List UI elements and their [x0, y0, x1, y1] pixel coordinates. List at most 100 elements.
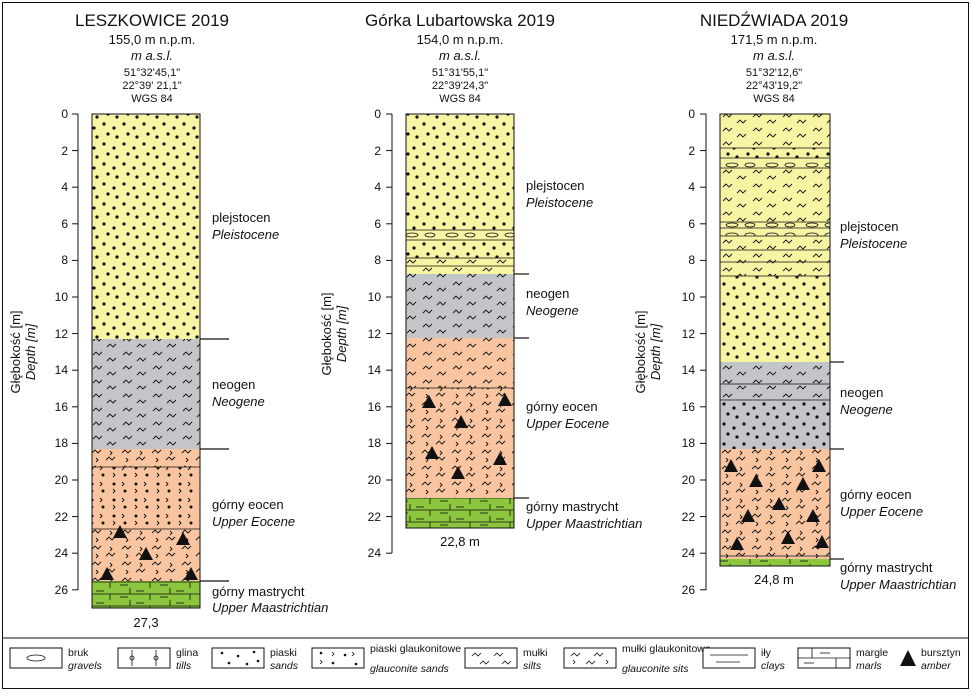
- tick-label: 2: [374, 144, 381, 158]
- elevation-en: m a.s.l.: [131, 48, 173, 63]
- unit-label-en: Pleistocene: [212, 227, 279, 242]
- legend-label-en: sands: [270, 660, 299, 672]
- amber-icon: [749, 474, 763, 487]
- legend-label: mułki: [523, 647, 548, 659]
- tick-label: 16: [55, 400, 69, 414]
- latitude: 51°32'12,6": [746, 67, 802, 79]
- unit-label: górny mastrycht: [212, 584, 305, 599]
- tick-label: 12: [55, 327, 69, 341]
- elevation-en: m a.s.l.: [439, 48, 481, 63]
- borehole-title: LESZKOWICE 2019: [75, 11, 229, 30]
- unit-label: neogen: [212, 377, 255, 392]
- tick-label: 18: [55, 436, 69, 450]
- elevation: 171,5 m n.p.m.: [731, 32, 818, 47]
- amber-icon: [454, 415, 468, 428]
- legend-label: iły: [761, 647, 772, 659]
- tick-label: 6: [688, 217, 695, 231]
- total-depth: 24,8 m: [754, 572, 794, 587]
- unit-label-en: Upper Maastrichtian: [526, 516, 642, 531]
- depth-ticks: 0 2 4 6 8 10 12 14 16 18 20 22 24 26: [55, 107, 78, 597]
- tick-label: 24: [368, 546, 382, 560]
- unit-label-en: Neogene: [212, 394, 265, 409]
- datum: WGS 84: [439, 93, 481, 105]
- sands-icon: [211, 647, 265, 669]
- legend-label: mułki glaukonitowe: [622, 643, 711, 655]
- amber-icon: [139, 547, 153, 560]
- tick-label: 22: [55, 510, 69, 524]
- depth-axis-label-en: Depth [m]: [648, 323, 663, 380]
- lithology-column: [405, 113, 529, 529]
- legend-label: margle: [856, 647, 888, 659]
- legend-label-en: gravels: [68, 660, 103, 672]
- glauconite-silts-icon: [563, 647, 617, 669]
- depth-ticks: 0 2 4 6 8 10 12 14 16 18 20 22 24 26: [682, 107, 706, 597]
- datum: WGS 84: [131, 93, 173, 105]
- legend-label: glina: [176, 647, 198, 659]
- tick-label: 14: [368, 363, 382, 377]
- lithology-column: [719, 113, 844, 567]
- elevation: 155,0 m n.p.m.: [109, 32, 196, 47]
- amber-icon: [730, 537, 744, 550]
- amber-icon: [781, 531, 795, 544]
- total-depth: 22,8 m: [440, 534, 480, 549]
- tick-label: 10: [55, 290, 69, 304]
- amber-icon: [498, 393, 512, 406]
- tick-label: 0: [61, 107, 68, 121]
- unit-label: górny eocen: [212, 497, 284, 512]
- tick-label: 20: [682, 473, 696, 487]
- total-depth: 27,3: [133, 615, 158, 630]
- tick-label: 4: [374, 180, 381, 194]
- amber-icon: [451, 466, 465, 479]
- unit-label-en: Neogene: [840, 402, 893, 417]
- borehole-niedzwiada: NIEDŹWIADA 2019 171,5 m n.p.m. m a.s.l. …: [633, 11, 956, 597]
- tick-label: 20: [55, 473, 69, 487]
- amber-icon: [425, 446, 439, 459]
- tills-icon: [117, 647, 171, 669]
- borehole-title: NIEDŹWIADA 2019: [700, 11, 848, 30]
- tick-label: 14: [682, 363, 696, 377]
- tick-label: 6: [61, 217, 68, 231]
- tick-label: 16: [682, 400, 696, 414]
- unit-label: górny mastrycht: [840, 560, 933, 575]
- unit-label-en: Pleistocene: [840, 236, 907, 251]
- tick-label: 20: [368, 473, 382, 487]
- latitude: 51°31'55,1": [432, 67, 488, 79]
- legend-label-en: glauconite sands: [370, 663, 450, 675]
- legend-item-tills: glina tills: [117, 647, 198, 672]
- amber-icon: [724, 459, 738, 472]
- unit-label: plejstocen: [526, 178, 585, 193]
- tick-label: 2: [688, 144, 695, 158]
- legend-item-clays: iły clays: [702, 647, 786, 672]
- unit-label: neogen: [526, 286, 569, 301]
- unit-label: górny eocen: [840, 487, 912, 502]
- lithology-column: [91, 113, 229, 609]
- tick-label: 8: [688, 253, 695, 267]
- unit-label: górny mastrycht: [526, 499, 619, 514]
- tick-label: 8: [374, 253, 381, 267]
- depth-axis-label: Głębokość [m]: [8, 310, 23, 393]
- tick-label: 18: [368, 436, 382, 450]
- legend-label-en: marls: [856, 660, 882, 672]
- amber-icon: [900, 650, 916, 666]
- silts-icon: [464, 647, 518, 669]
- amber-icon: [493, 452, 507, 465]
- longitude: 22°43'19,2": [746, 80, 802, 92]
- unit-label-en: Upper Maastrichtian: [840, 577, 956, 592]
- amber-icon: [796, 477, 810, 490]
- amber-icon: [176, 532, 190, 545]
- tick-label: 12: [368, 327, 382, 341]
- legend-label: bruk: [68, 647, 89, 659]
- unit-label-en: Neogene: [526, 303, 579, 318]
- amber-icon: [806, 509, 820, 522]
- amber-icon: [422, 395, 436, 408]
- tick-label: 6: [374, 217, 381, 231]
- legend-label-en: tills: [176, 660, 192, 672]
- legend-item-marls: margle marls: [797, 647, 888, 672]
- elevation: 154,0 m n.p.m.: [417, 32, 504, 47]
- legend-item-glauconite-silts: mułki glaukonitowe glauconite sits: [563, 643, 711, 675]
- amber-icon: [812, 459, 826, 472]
- legend-label-en: amber: [921, 660, 951, 672]
- unit-label-en: Upper Eocene: [212, 514, 295, 529]
